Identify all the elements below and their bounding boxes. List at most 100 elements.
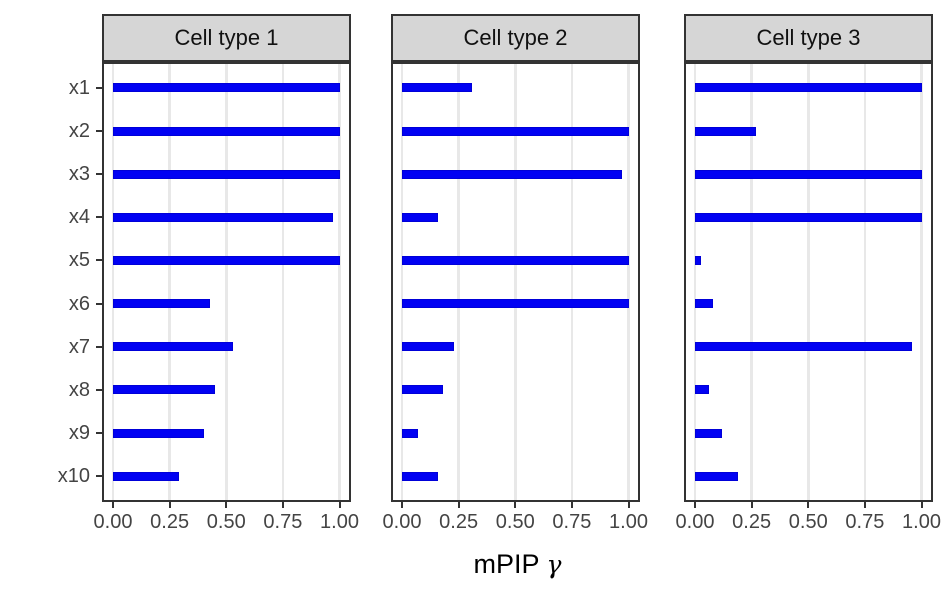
bar [113, 212, 333, 222]
major-gridline [225, 64, 228, 500]
y-tick-label: x2 [68, 120, 90, 143]
y-tick-label: x8 [68, 378, 90, 401]
x-tick [863, 502, 866, 508]
bar [695, 385, 709, 395]
x-tick [168, 502, 171, 508]
x-tick-label: 0.25 [439, 511, 479, 533]
bar [113, 428, 204, 438]
x-tick-label: 1.00 [609, 511, 648, 533]
bar [402, 342, 454, 352]
bar [402, 169, 622, 179]
x-tick-label: 1.00 [902, 511, 941, 533]
y-tick [96, 345, 102, 348]
x-tick [694, 502, 696, 508]
major-gridline [750, 64, 753, 500]
x-tick-label: 0.00 [382, 511, 422, 533]
x-tick [807, 502, 810, 508]
gamma-symbol: γ [546, 550, 562, 579]
bar [695, 255, 701, 265]
major-gridline [457, 64, 460, 500]
x-tick [225, 502, 228, 508]
y-tick [96, 173, 102, 176]
bar [113, 471, 179, 481]
bar [113, 299, 210, 309]
bar [402, 299, 629, 309]
major-gridline [570, 64, 574, 500]
major-gridline [807, 64, 810, 500]
x-axis-title: mPIP γ [102, 549, 933, 580]
y-tick [96, 302, 102, 305]
facet-strip-label: Cell type 2 [463, 25, 568, 50]
bar [695, 83, 922, 93]
major-gridline [863, 64, 867, 500]
bar [402, 212, 438, 222]
facet-strip: Cell type 3 [684, 14, 933, 62]
bar [695, 169, 922, 179]
major-gridline [111, 64, 115, 500]
y-tick [96, 259, 102, 262]
x-tick [112, 502, 114, 508]
major-gridline [627, 64, 630, 500]
major-gridline [693, 64, 697, 500]
y-tick-label: x10 [57, 465, 90, 488]
x-tick [750, 502, 753, 508]
bar [113, 385, 215, 395]
facet-strip-label: Cell type 1 [174, 25, 279, 50]
plot-panel [102, 62, 351, 502]
y-tick [96, 216, 102, 219]
bar [695, 342, 912, 352]
bar [695, 428, 722, 438]
y-tick-label: x9 [68, 422, 90, 445]
x-tick [627, 502, 630, 508]
x-tick [401, 502, 403, 508]
bar [402, 428, 418, 438]
x-tick-label: 0.50 [788, 511, 828, 533]
y-tick [96, 388, 102, 391]
bar [402, 255, 629, 265]
x-tick [570, 502, 573, 508]
x-tick-label: 0.00 [93, 511, 133, 533]
major-gridline [400, 64, 404, 500]
bar [113, 342, 233, 352]
facet-strip: Cell type 2 [391, 14, 640, 62]
bar [402, 83, 472, 93]
x-tick [338, 502, 341, 508]
plot-panel [684, 62, 933, 502]
major-gridline [920, 64, 923, 500]
y-tick-label: x3 [68, 163, 90, 186]
facet-strip-label: Cell type 3 [756, 25, 861, 50]
major-gridline [514, 64, 517, 500]
x-tick [920, 502, 923, 508]
x-tick-label: 0.25 [150, 511, 190, 533]
x-tick-label: 0.50 [206, 511, 246, 533]
y-tick [96, 432, 102, 435]
bar [402, 385, 443, 395]
major-gridline [168, 64, 171, 500]
y-tick-label: x6 [68, 292, 90, 315]
x-tick-label: 0.75 [845, 511, 885, 533]
x-tick-label: 1.00 [320, 511, 359, 533]
bar [695, 126, 756, 136]
bar [113, 126, 340, 136]
bar [695, 299, 713, 309]
bar [695, 212, 922, 222]
y-tick-label: x1 [68, 76, 90, 99]
bar [402, 126, 629, 136]
bar [113, 83, 340, 93]
facet-strip: Cell type 1 [102, 14, 351, 62]
major-gridline [338, 64, 341, 500]
x-tick [281, 502, 284, 508]
x-tick-label: 0.00 [675, 511, 715, 533]
x-tick-label: 0.75 [552, 511, 592, 533]
bar [113, 255, 340, 265]
y-tick [96, 475, 102, 478]
y-tick [96, 86, 102, 89]
x-tick-label: 0.50 [495, 511, 535, 533]
y-tick [96, 130, 102, 133]
y-tick-label: x7 [68, 335, 90, 358]
y-tick-label: x4 [68, 206, 90, 229]
x-tick [457, 502, 460, 508]
major-gridline [281, 64, 285, 500]
y-tick-label: x5 [68, 249, 90, 272]
